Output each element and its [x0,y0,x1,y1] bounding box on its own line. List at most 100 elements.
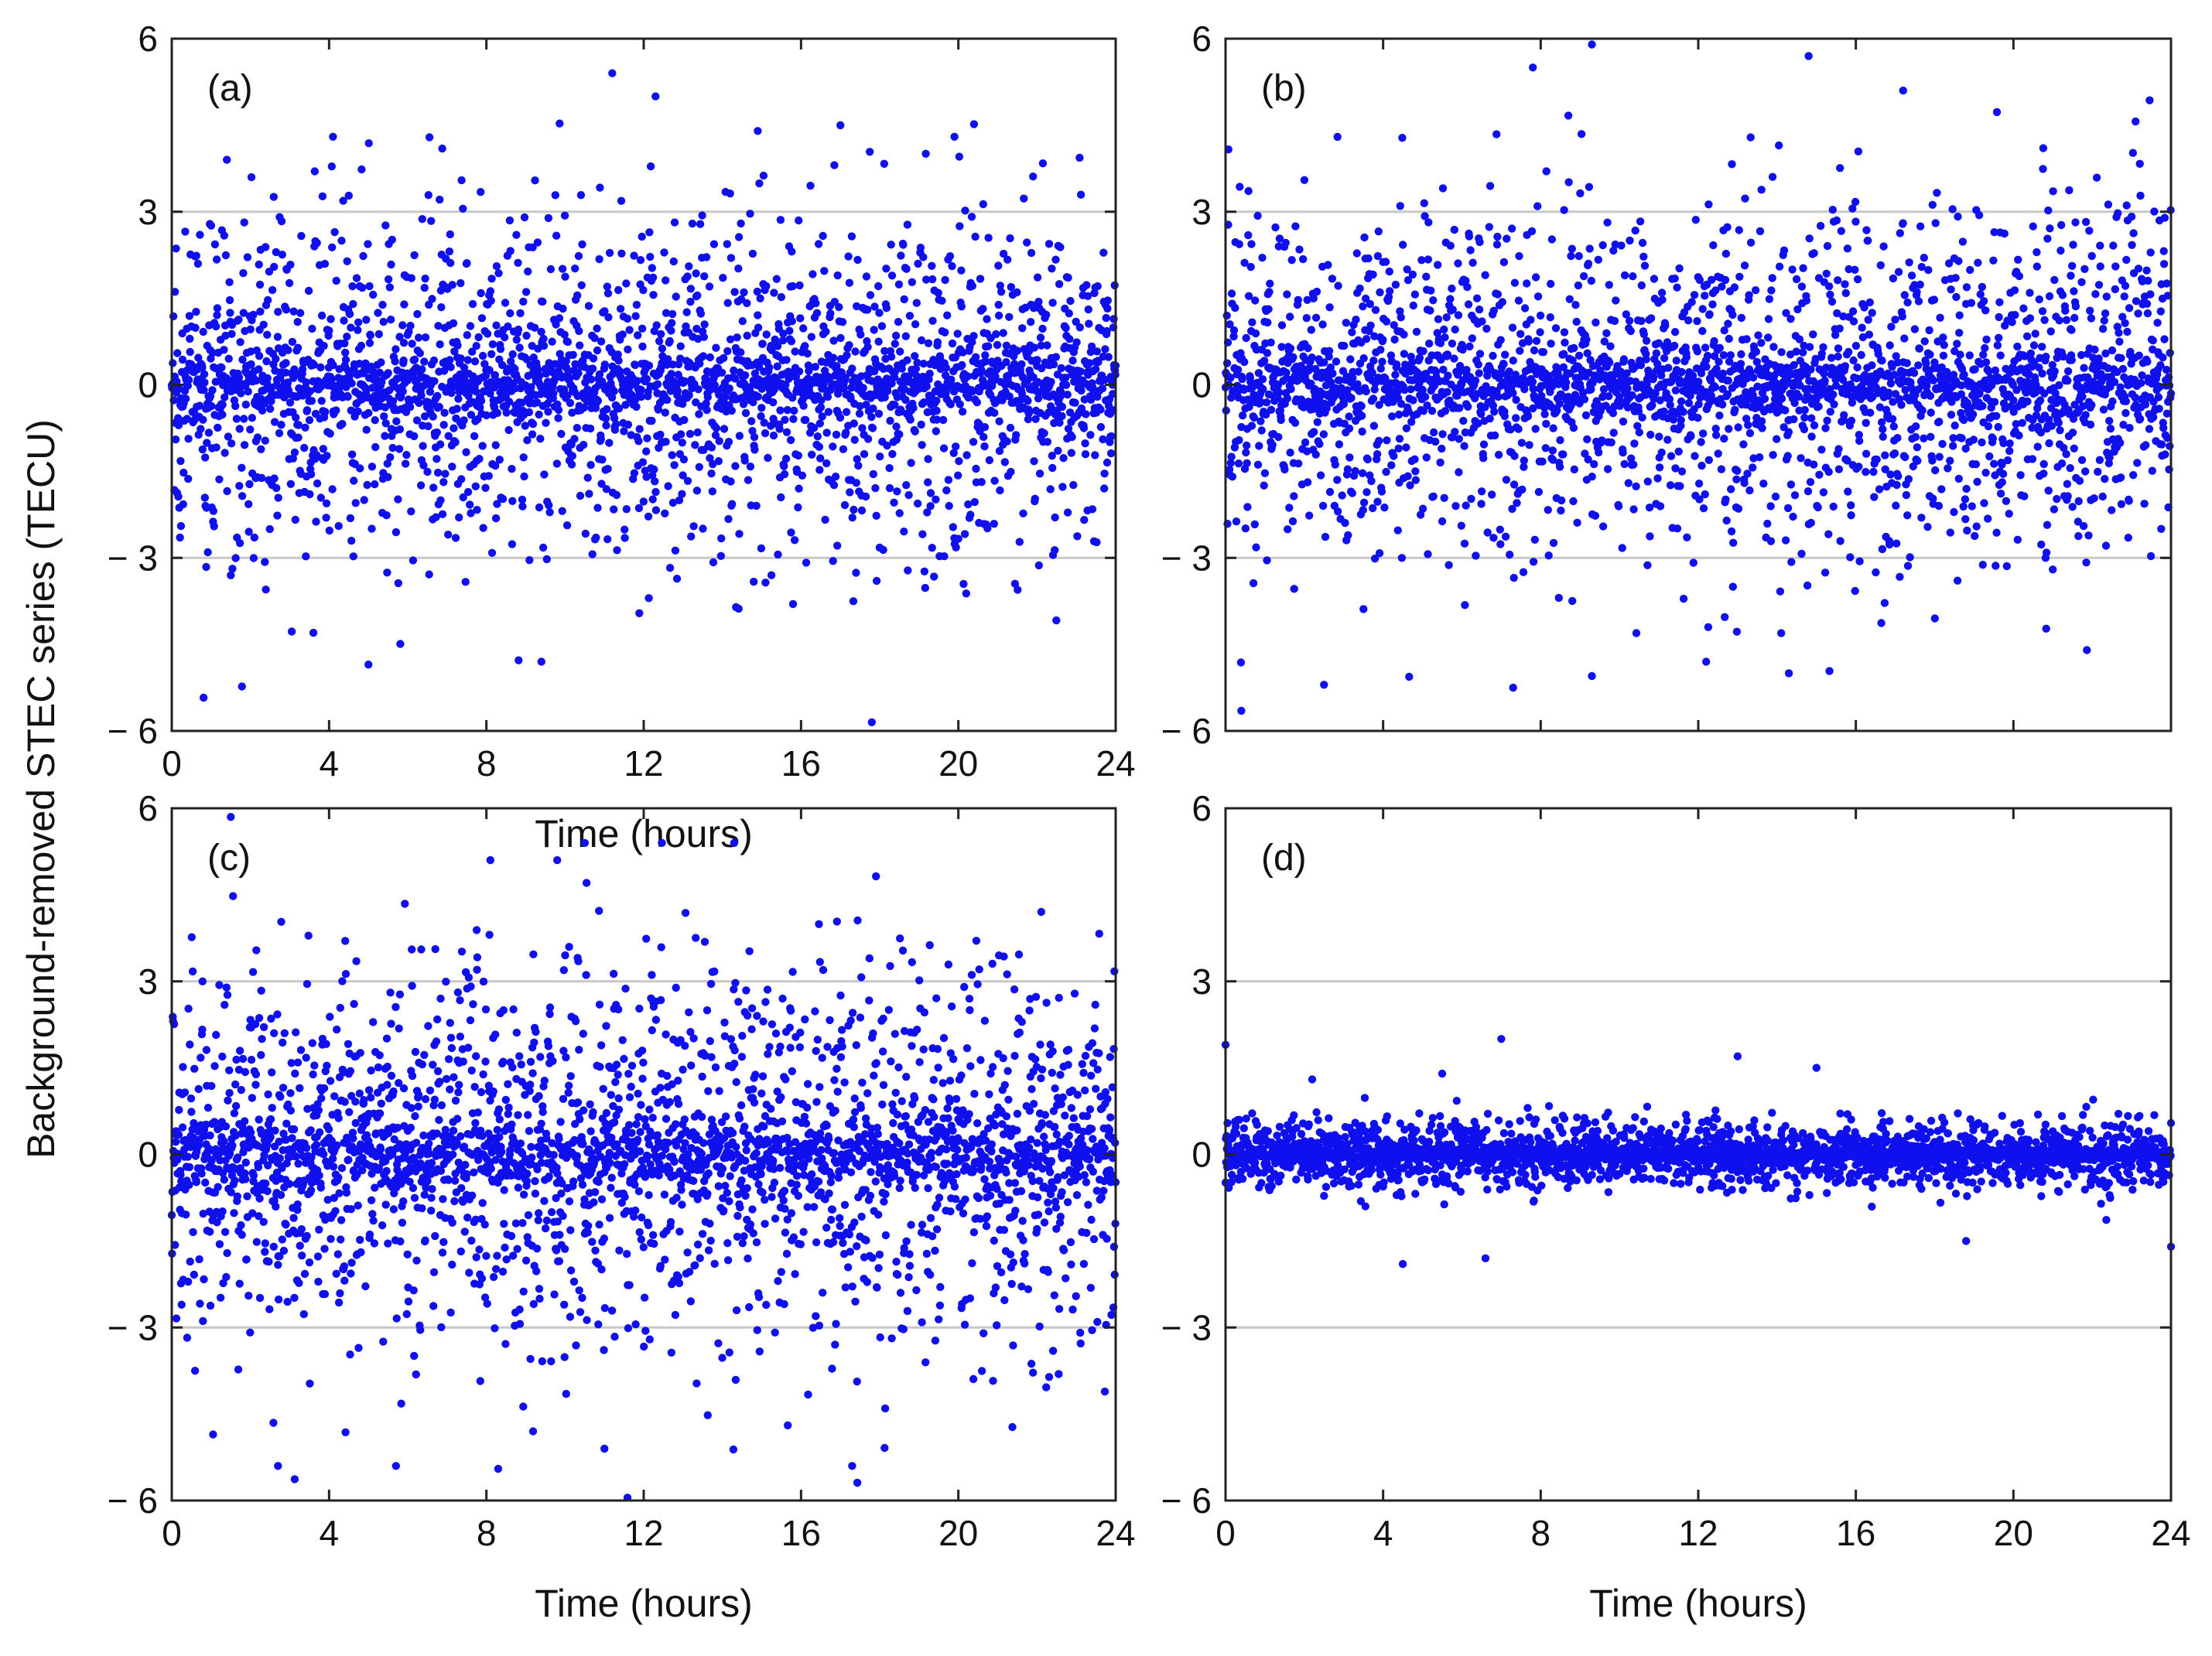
data-point [1457,521,1466,530]
data-point [1222,311,1231,320]
data-point [1479,454,1488,463]
data-point [1289,353,1297,361]
data-point [613,546,621,555]
data-point [954,471,962,480]
data-point [822,429,831,437]
data-point [421,333,430,342]
data-point [456,354,465,363]
data-point [790,536,799,545]
data-point [770,289,778,297]
data-point [1277,415,1285,425]
data-point [496,345,505,353]
data-point [1657,289,1667,297]
data-point [1711,383,1720,391]
data-point [1266,279,1274,288]
data-point [1725,334,1733,343]
data-point [1673,524,1682,533]
data-point [709,558,718,567]
data-point [984,342,993,350]
data-point [467,509,475,517]
data-point [419,442,427,450]
data-point [1409,396,1417,405]
data-point [1366,321,1375,329]
data-point [863,343,872,351]
data-point [980,432,988,442]
data-point [1727,527,1736,536]
data-point [1568,596,1577,606]
data-point [192,307,200,316]
data-point [1360,233,1369,242]
data-point [1639,252,1648,261]
data-point [1540,410,1549,418]
data-point [1236,658,1246,667]
data-point [1836,164,1844,172]
data-point [1857,350,1865,360]
data-point [514,325,523,334]
data-point [799,401,808,410]
data-point [1400,350,1409,358]
data-point [1468,334,1477,343]
data-point [1333,476,1342,484]
data-point [586,424,595,433]
data-point [305,416,314,425]
data-point [1574,251,1583,261]
data-point [1385,267,1394,276]
data-point [178,355,187,364]
data-point [1073,532,1082,541]
data-point [660,248,668,257]
data-point [345,309,354,319]
data-point [924,455,932,463]
data-point [1058,411,1066,421]
data-point [896,347,904,356]
data-point [1380,504,1389,512]
data-point [1411,476,1421,484]
data-point [885,483,894,493]
data-point [186,334,194,343]
data-point [1730,283,1739,292]
data-point [1629,505,1638,514]
data-point [1056,243,1065,251]
data-point [1343,465,1352,473]
data-point [846,488,854,497]
data-point [1797,282,1807,291]
data-point [531,176,539,185]
data-point [1243,441,1251,450]
data-point [228,565,237,573]
data-point [636,256,645,265]
data-point [512,230,521,239]
data-point [584,302,593,310]
data-point [1775,141,1783,150]
data-point [308,324,316,333]
data-point [1410,455,1419,463]
data-point [554,414,562,422]
data-point [752,501,761,510]
data-point [918,441,926,449]
y-tick-label: 6 [138,19,158,59]
data-point [1379,336,1387,344]
data-point [542,418,550,427]
data-point [301,423,309,432]
data-point [1255,442,1263,450]
data-point [398,387,407,396]
data-point [1017,360,1026,369]
data-point [483,329,492,338]
data-point [371,480,379,489]
data-point [1348,489,1357,497]
data-point [1551,324,1561,333]
data-point [1542,167,1550,176]
data-point [1451,428,1459,436]
data-point [485,366,494,374]
data-point [1402,443,1410,452]
data-point [1834,352,1842,361]
data-point [1848,398,1857,407]
data-point [1701,490,1709,499]
data-point [1321,532,1330,541]
data-point [1739,440,1748,449]
data-point [1837,227,1845,235]
data-point [392,417,401,425]
data-point [419,461,428,469]
data-point [746,210,754,218]
data-point [1359,302,1367,311]
data-point [661,408,669,417]
